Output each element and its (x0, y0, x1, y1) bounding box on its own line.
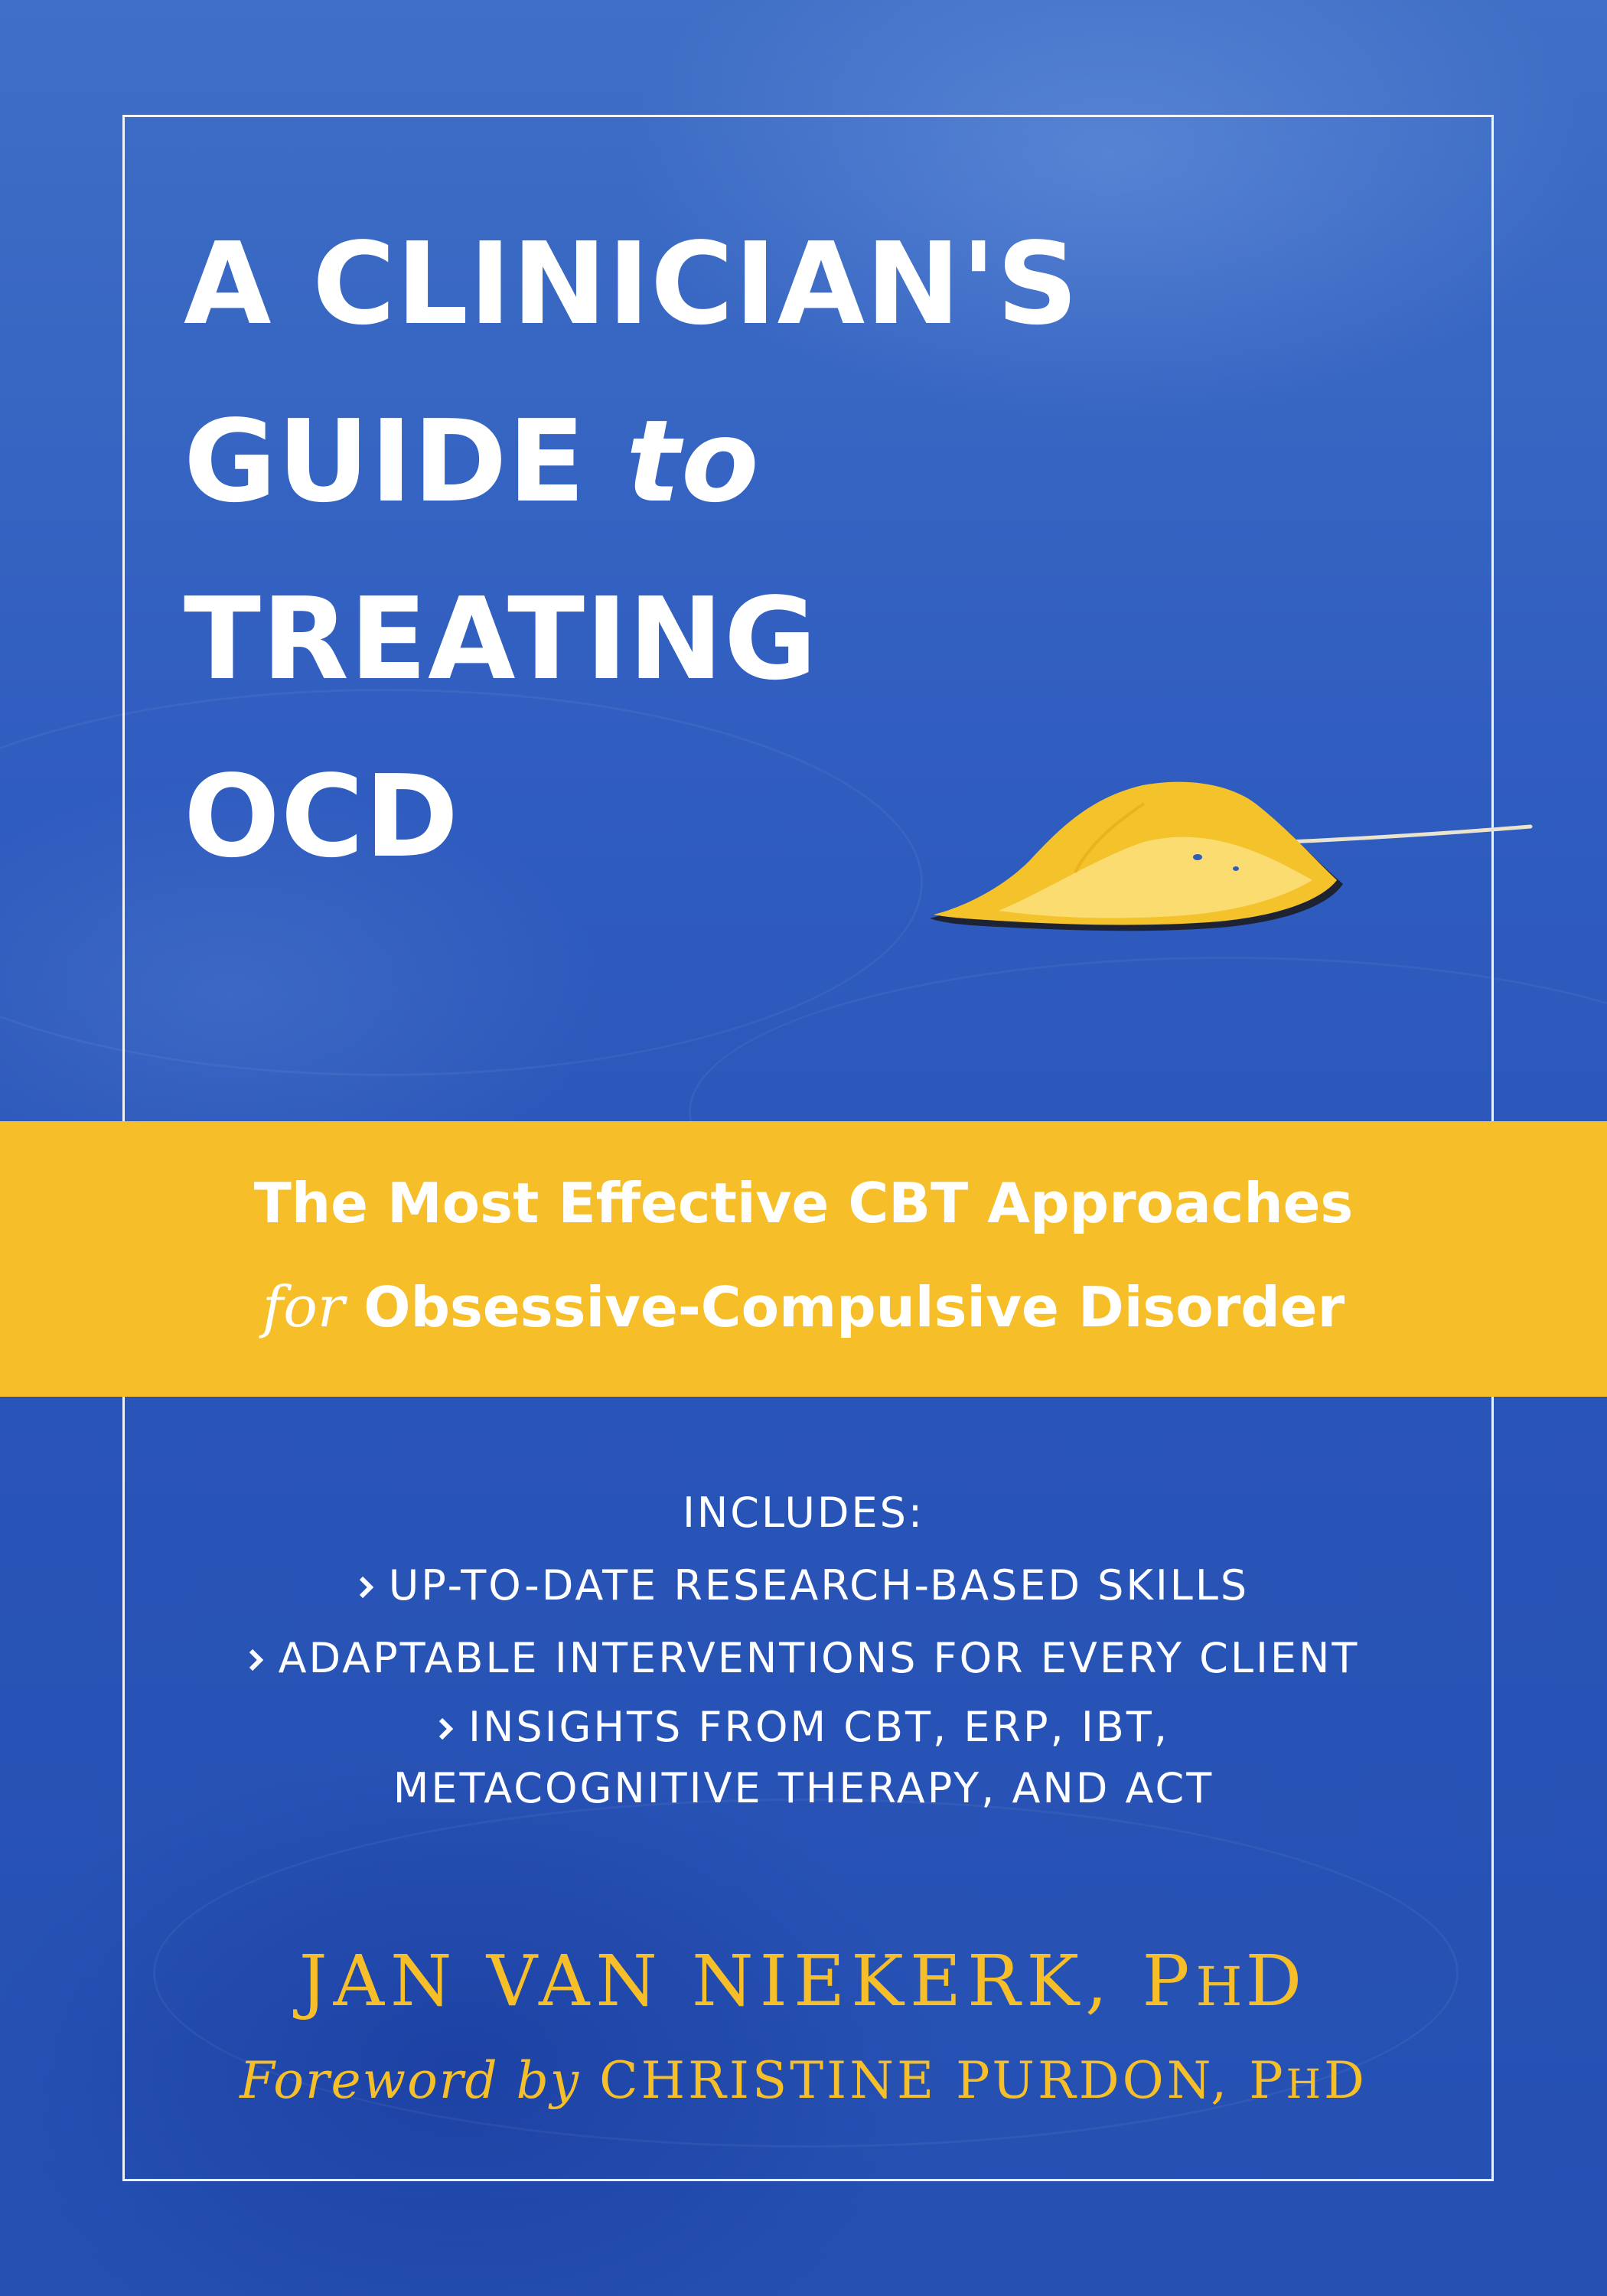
title-guide: GUIDE (184, 396, 586, 527)
includes-item: INSIGHTS FROM CBT, ERP, IBT, (0, 1703, 1607, 1751)
book-title: A CLINICIAN'S GUIDE to TREATING OCD (184, 195, 1079, 905)
includes-item: ADAPTABLE INTERVENTIONS FOR EVERY CLIENT (0, 1634, 1607, 1682)
subtitle-line-1: The Most Effective CBT Approaches (253, 1171, 1354, 1235)
subtitle-main: Obsessive-Compulsive Disorder (363, 1275, 1345, 1339)
foreword-prefix: Foreword by (240, 2051, 581, 2110)
includes-item: UP-TO-DATE RESEARCH-BASED SKILLS (0, 1561, 1607, 1609)
subtitle-line-2: for Obsessive-Compulsive Disorder (0, 1274, 1607, 1340)
yellow-leaf-image (930, 781, 1533, 931)
title-line-1: A CLINICIAN'S (184, 218, 1079, 350)
title-line-2: GUIDE to (184, 373, 1079, 550)
title-line-3: TREATING (184, 573, 818, 705)
chevron-right-icon (359, 1576, 374, 1599)
author-name: JAN VAN NIEKERK, PHD (298, 1940, 1309, 2022)
foreword-credit: Foreword by CHRISTINE PURDON, PHD (240, 2051, 1367, 2110)
includes-item-continued: METACOGNITIVE THERAPY, AND ACT (393, 1764, 1214, 1812)
water-ripple (153, 1799, 1459, 2148)
chevron-right-icon (438, 1717, 454, 1740)
chevron-right-icon (249, 1649, 263, 1671)
subtitle-band (0, 1121, 1607, 1397)
includes-heading: INCLUDES: (682, 1489, 925, 1537)
title-to: to (626, 396, 760, 527)
subtitle-for: for (262, 1274, 345, 1340)
title-line-4: OCD (184, 751, 460, 882)
